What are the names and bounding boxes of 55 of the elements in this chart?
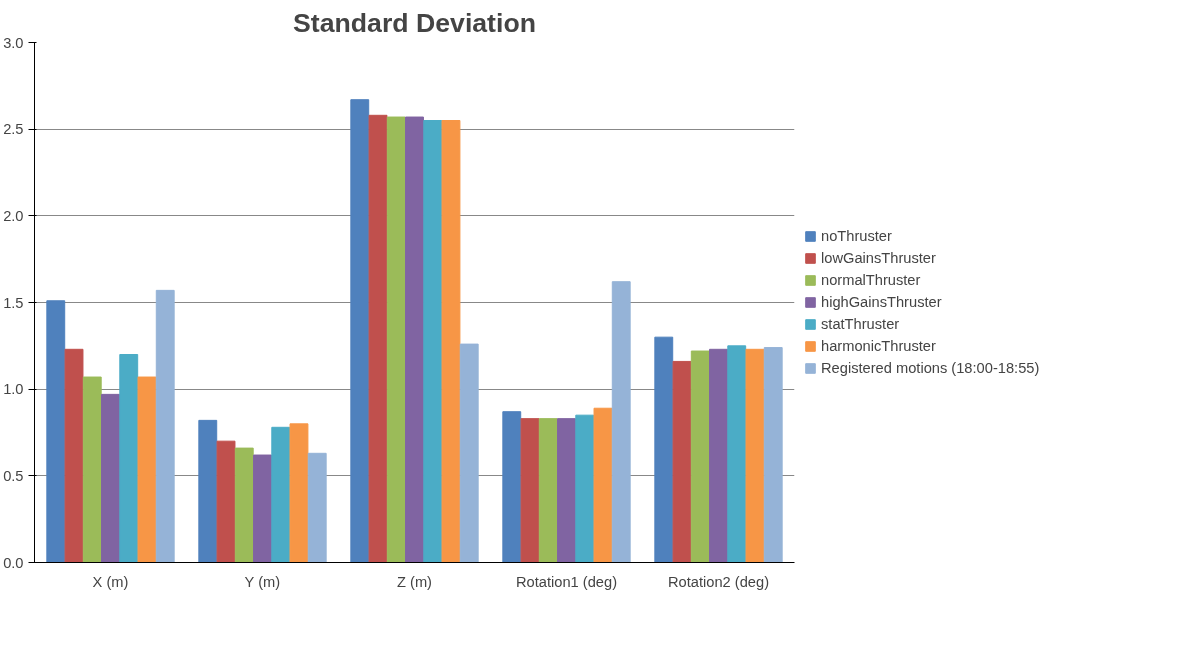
- bar: [727, 345, 747, 563]
- legend-label: statThruster: [821, 316, 900, 332]
- bar: [593, 407, 613, 563]
- bar: [46, 300, 66, 563]
- y-tick-label: 2.0: [3, 207, 24, 224]
- legend-label: lowGainsThruster: [821, 250, 936, 266]
- bar: [611, 281, 631, 563]
- x-tick-label: Z (m): [397, 573, 432, 590]
- bar: [307, 452, 327, 563]
- bar: [234, 447, 254, 563]
- legend-label: Registered motions (18:00-18:55): [821, 360, 1040, 376]
- bar: [502, 411, 522, 563]
- bar: [289, 423, 309, 563]
- bar: [155, 289, 175, 563]
- bar: [198, 419, 218, 563]
- chart-title: Standard Deviation: [293, 7, 536, 38]
- y-tick-label: 3.0: [3, 34, 24, 51]
- bar: [405, 116, 424, 563]
- bar: [690, 350, 710, 563]
- legend-label: noThruster: [821, 228, 892, 244]
- bar: [763, 347, 783, 563]
- bar: [119, 354, 139, 563]
- y-tick-label: 2.5: [3, 121, 24, 138]
- x-tick-label: Y (m): [244, 573, 281, 590]
- bar: [654, 336, 674, 563]
- bar: [557, 418, 576, 563]
- bar: [423, 120, 443, 563]
- bar: [441, 120, 461, 563]
- legend-label: normalThruster: [821, 272, 921, 288]
- y-tick-label: 1.5: [3, 294, 24, 311]
- x-tick-label: X (m): [92, 573, 129, 590]
- bar: [82, 376, 102, 563]
- bar: [137, 376, 157, 563]
- bar: [459, 343, 479, 563]
- bar: [745, 348, 765, 563]
- bar: [709, 348, 728, 563]
- y-tick-label: 0.0: [3, 554, 24, 571]
- y-tick-label: 1.0: [3, 381, 24, 398]
- bar: [538, 418, 558, 563]
- legend-label: harmonicThruster: [821, 338, 936, 354]
- bar: [101, 393, 120, 563]
- bar: [520, 418, 540, 563]
- x-tick-label: Rotation1 (deg): [515, 573, 618, 590]
- bar: [386, 116, 406, 563]
- bar: [672, 360, 692, 563]
- bar: [368, 114, 388, 563]
- bar: [350, 99, 370, 563]
- bar: [216, 440, 236, 563]
- bar: [271, 426, 291, 563]
- bar: [575, 414, 595, 563]
- bar: [253, 454, 272, 563]
- y-tick-label: 0.5: [3, 467, 24, 484]
- legend-label: highGainsThruster: [821, 294, 942, 310]
- bar: [64, 348, 84, 563]
- x-tick-label: Rotation2 (deg): [667, 573, 770, 590]
